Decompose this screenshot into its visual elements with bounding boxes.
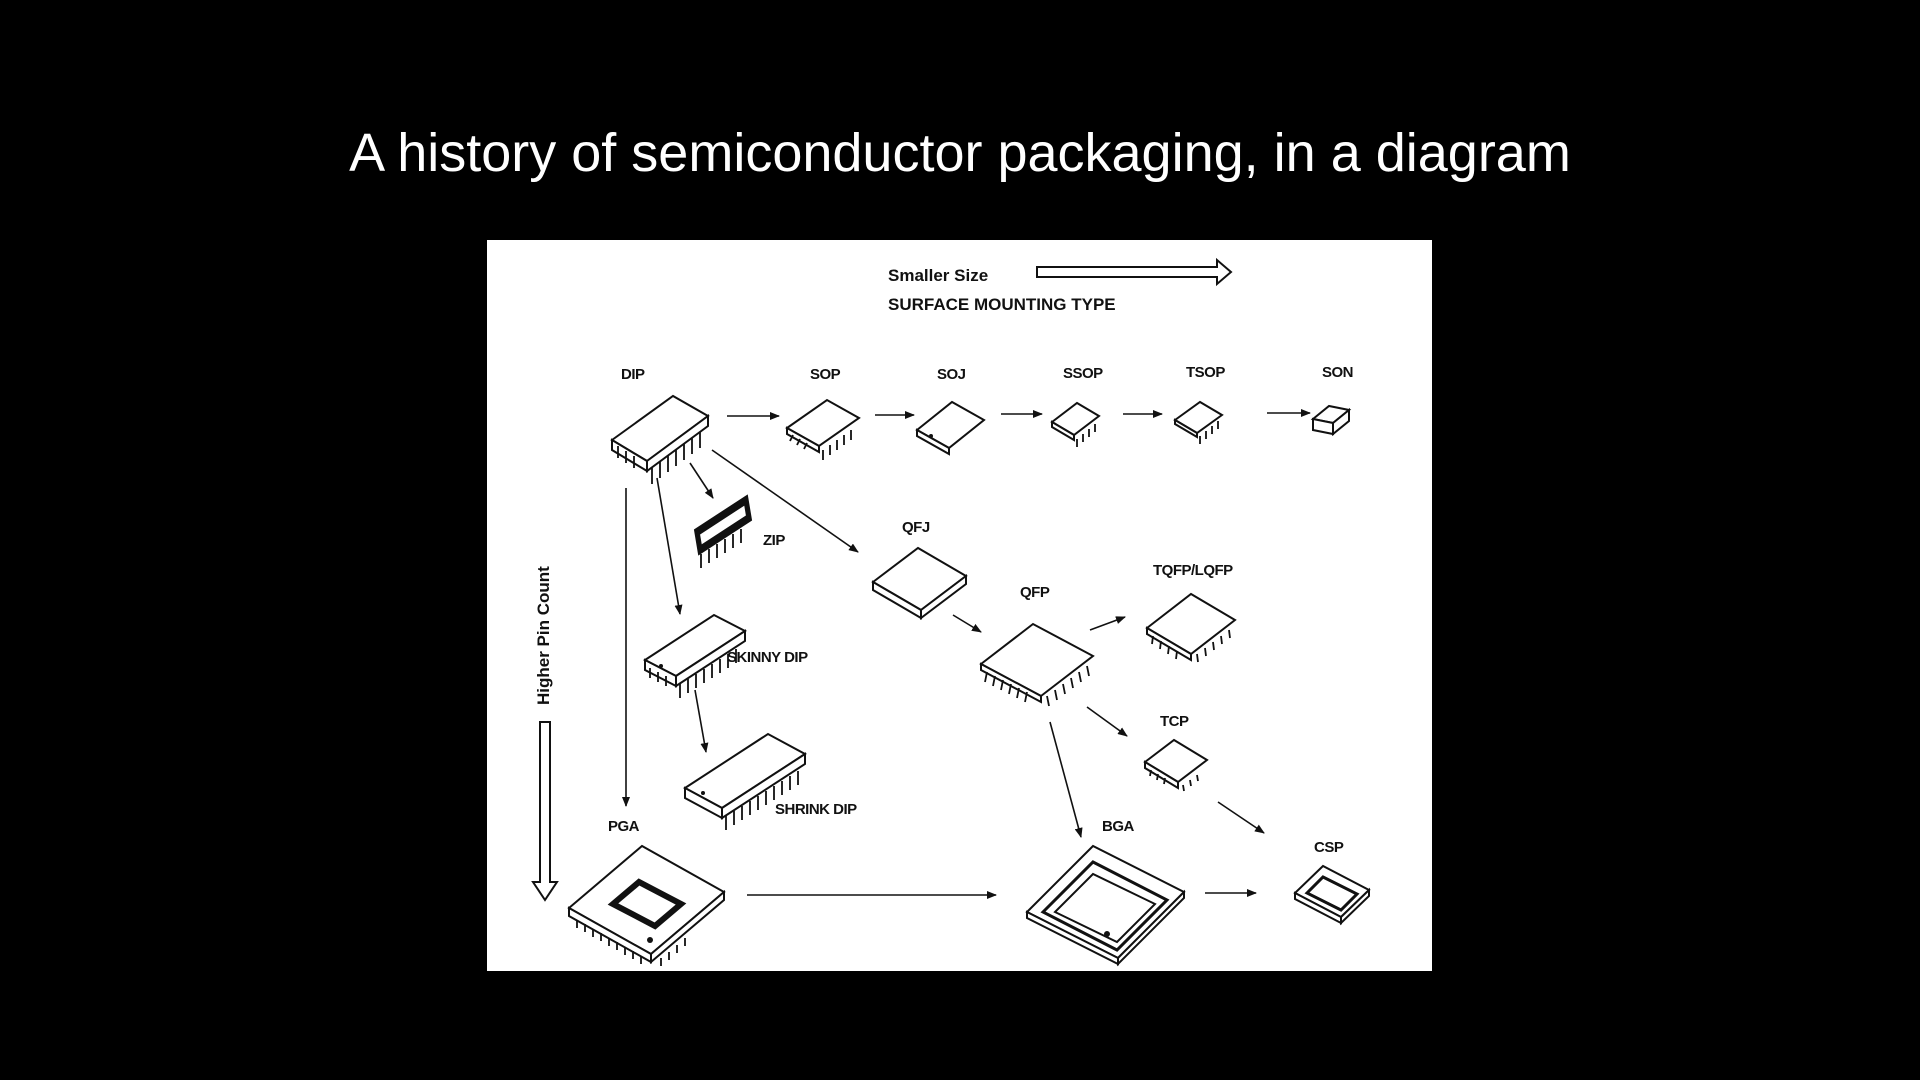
son-chip-icon <box>1310 404 1352 437</box>
higher-pin-count-arrow-icon <box>531 721 559 902</box>
label-qfp: QFP <box>1020 584 1050 601</box>
tcp-chip-icon <box>1143 738 1209 792</box>
label-pga: PGA <box>608 818 640 835</box>
tqfp-lqfp-chip-icon <box>1145 592 1237 663</box>
tsop-chip-icon <box>1173 400 1224 444</box>
sop-chip-icon <box>785 398 861 460</box>
label-ssop: SSOP <box>1063 365 1103 382</box>
label-dip: DIP <box>621 366 645 383</box>
smaller-size-arrow-icon <box>1036 257 1233 287</box>
label-qfj: QFJ <box>902 519 930 536</box>
shrink-dip-chip-icon <box>683 732 807 830</box>
qfp-chip-icon <box>979 622 1095 707</box>
label-tcp: TCP <box>1160 713 1189 730</box>
connection-arrows <box>622 409 1311 899</box>
label-skinny-dip: SKINNY DIP <box>727 649 808 666</box>
zip-chip-icon <box>693 494 753 568</box>
csp-chip-icon <box>1293 864 1371 926</box>
label-son: SON <box>1322 364 1353 381</box>
dip-chip-icon <box>610 394 710 484</box>
qfj-chip-icon <box>871 546 968 621</box>
label-bga: BGA <box>1102 818 1135 835</box>
higher-pin-count-label: Higher Pin Count <box>534 566 553 705</box>
bga-chip-icon <box>1025 844 1186 967</box>
packaging-diagram: Smaller Size SURFACE MOUNTING TYPE Highe… <box>487 240 1432 971</box>
skinny-dip-chip-icon <box>643 613 747 698</box>
slide-title: A history of semiconductor packaging, in… <box>349 123 1571 183</box>
label-csp: CSP <box>1314 839 1344 856</box>
soj-chip-icon <box>915 400 986 456</box>
surface-mounting-label: SURFACE MOUNTING TYPE <box>888 295 1116 314</box>
smaller-size-label: Smaller Size <box>888 266 988 285</box>
ssop-chip-icon <box>1050 401 1101 447</box>
label-tsop: TSOP <box>1186 364 1225 381</box>
label-shrink-dip: SHRINK DIP <box>775 801 857 818</box>
label-tqfp-lqfp: TQFP/LQFP <box>1153 562 1233 579</box>
label-sop: SOP <box>810 366 841 383</box>
label-zip: ZIP <box>763 532 785 549</box>
label-soj: SOJ <box>937 366 966 383</box>
pga-chip-icon <box>567 844 726 966</box>
